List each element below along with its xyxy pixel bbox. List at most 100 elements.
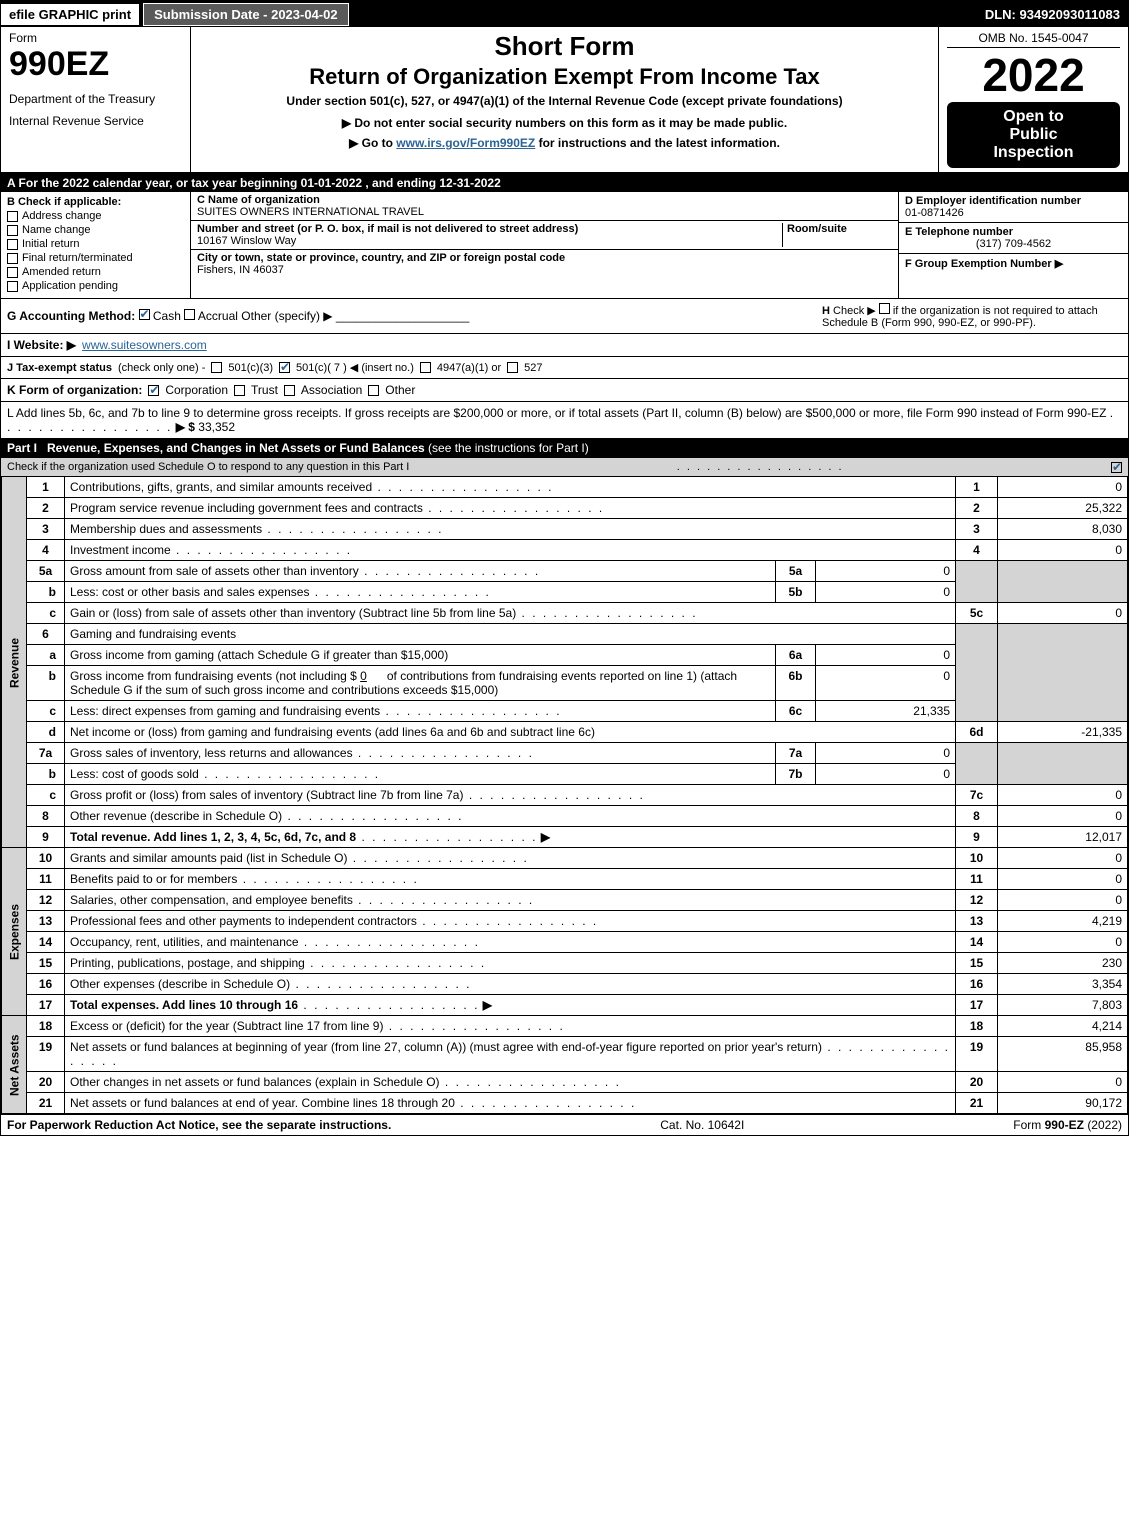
- l14-num: 14: [27, 932, 65, 953]
- l5b-dots: [309, 585, 490, 599]
- d-label: D Employer identification number: [905, 195, 1081, 207]
- top-bar: efile GRAPHIC print Submission Date - 20…: [1, 1, 1128, 27]
- final-return: Final return/terminated: [22, 252, 133, 264]
- l6-desc: Gaming and fundraising events: [65, 624, 956, 645]
- l6a-num: a: [27, 645, 65, 666]
- cb-527[interactable]: [507, 362, 518, 373]
- l11-desc: Benefits paid to or for members: [70, 872, 237, 886]
- cb-accrual[interactable]: [184, 309, 195, 320]
- l1-lineno: 1: [956, 477, 998, 498]
- application-pending: Application pending: [22, 280, 118, 292]
- l18-num: 18: [27, 1016, 65, 1037]
- section-l: L Add lines 5b, 6c, and 7b to line 9 to …: [1, 401, 1128, 438]
- website-link[interactable]: www.suitesowners.com: [82, 338, 207, 352]
- j-a1: 4947(a)(1) or: [437, 362, 501, 374]
- l9-lineno: 9: [956, 827, 998, 848]
- cb-501c3[interactable]: [211, 362, 222, 373]
- header-center: Short Form Return of Organization Exempt…: [191, 27, 938, 172]
- form-container: efile GRAPHIC print Submission Date - 20…: [0, 0, 1129, 1136]
- l3-num: 3: [27, 519, 65, 540]
- l9-dots: [356, 830, 537, 844]
- phone: (317) 709-4562: [905, 238, 1122, 250]
- cb-cash[interactable]: [139, 309, 150, 320]
- k-corp: Corporation: [165, 383, 228, 397]
- cb-amended-return[interactable]: [7, 267, 18, 278]
- room-label: Room/suite: [787, 223, 847, 235]
- tax-year: 2022: [947, 52, 1120, 98]
- l6-shade1: [956, 624, 998, 722]
- l5b-num: b: [27, 582, 65, 603]
- l10-num: 10: [27, 848, 65, 869]
- footer-left: For Paperwork Reduction Act Notice, see …: [7, 1118, 391, 1132]
- goto-prefix: ▶ Go to: [349, 136, 396, 150]
- l20-lineno: 20: [956, 1072, 998, 1093]
- dept: Department of the Treasury: [9, 92, 182, 106]
- l7b-desc: Less: cost of goods sold: [70, 767, 199, 781]
- cb-final-return[interactable]: [7, 253, 18, 264]
- l2-num: 2: [27, 498, 65, 519]
- cb-initial-return[interactable]: [7, 239, 18, 250]
- l7c-num: c: [27, 785, 65, 806]
- section-a: A For the 2022 calendar year, or tax yea…: [1, 174, 1128, 192]
- l9-amt: 12,017: [998, 827, 1128, 848]
- f-arrow: ▶: [1055, 258, 1063, 270]
- expenses-sidelabel: Expenses: [2, 848, 27, 1016]
- l11-num: 11: [27, 869, 65, 890]
- l6c-num: c: [27, 701, 65, 722]
- l21-desc: Net assets or fund balances at end of ye…: [70, 1096, 455, 1110]
- l12-desc: Salaries, other compensation, and employ…: [70, 893, 353, 907]
- l7c-desc: Gross profit or (loss) from sales of inv…: [70, 788, 463, 802]
- under-section: Under section 501(c), 527, or 4947(a)(1)…: [201, 94, 928, 108]
- k-label: K Form of organization:: [7, 383, 142, 397]
- l-arrow: ▶ $: [176, 420, 195, 434]
- cb-other[interactable]: [368, 385, 379, 396]
- schedule-o-dots: [677, 461, 844, 473]
- l16-num: 16: [27, 974, 65, 995]
- cb-assoc[interactable]: [284, 385, 295, 396]
- l14-lineno: 14: [956, 932, 998, 953]
- org-city: Fishers, IN 46037: [197, 264, 284, 276]
- line-4: 4 Investment income 4 0: [2, 540, 1128, 561]
- line-10: Expenses 10 Grants and similar amounts p…: [2, 848, 1128, 869]
- l6a-il: 6a: [776, 645, 816, 666]
- cb-schedule-o[interactable]: [1111, 462, 1122, 473]
- short-form-title: Short Form: [201, 31, 928, 62]
- info-grid: B Check if applicable: Address change Na…: [1, 192, 1128, 298]
- l5c-num: c: [27, 603, 65, 624]
- l8-lineno: 8: [956, 806, 998, 827]
- l13-dots: [417, 914, 598, 928]
- form-number: 990EZ: [9, 45, 182, 84]
- j-label: J Tax-exempt status: [7, 362, 112, 374]
- l2-lineno: 2: [956, 498, 998, 519]
- goto-link[interactable]: www.irs.gov/Form990EZ: [396, 136, 535, 150]
- cb-corp[interactable]: [148, 385, 159, 396]
- footer-cat: Cat. No. 10642I: [660, 1118, 744, 1132]
- l6b-val: 0: [360, 669, 367, 683]
- l7a-ia: 0: [816, 743, 956, 764]
- l4-desc: Investment income: [70, 543, 171, 557]
- cb-address-change[interactable]: [7, 211, 18, 222]
- cb-trust[interactable]: [234, 385, 245, 396]
- footer-right-suffix: (2022): [1087, 1118, 1122, 1132]
- open-to-public: Open to Public Inspection: [947, 102, 1120, 168]
- l7-shade2: [998, 743, 1128, 785]
- l7a-il: 7a: [776, 743, 816, 764]
- open-line2: Public: [951, 126, 1116, 144]
- l21-amt: 90,172: [998, 1093, 1128, 1114]
- cb-application-pending[interactable]: [7, 281, 18, 292]
- cb-name-change[interactable]: [7, 225, 18, 236]
- l6d-amt: -21,335: [998, 722, 1128, 743]
- l12-amt: 0: [998, 890, 1128, 911]
- section-j: J Tax-exempt status (check only one) - 5…: [1, 356, 1128, 378]
- k-other: Other: [385, 383, 415, 397]
- goto: ▶ Go to www.irs.gov/Form990EZ for instru…: [201, 136, 928, 150]
- line-18: Net Assets 18 Excess or (deficit) for th…: [2, 1016, 1128, 1037]
- j-c: 501(c)( 7 ) ◀ (insert no.): [296, 361, 414, 374]
- l14-desc: Occupancy, rent, utilities, and maintena…: [70, 935, 299, 949]
- l6c-dots: [380, 704, 561, 718]
- l5a-num: 5a: [27, 561, 65, 582]
- cb-501c[interactable]: [279, 362, 290, 373]
- cb-h[interactable]: [879, 303, 890, 314]
- cash: Cash: [153, 309, 181, 323]
- cb-4947[interactable]: [420, 362, 431, 373]
